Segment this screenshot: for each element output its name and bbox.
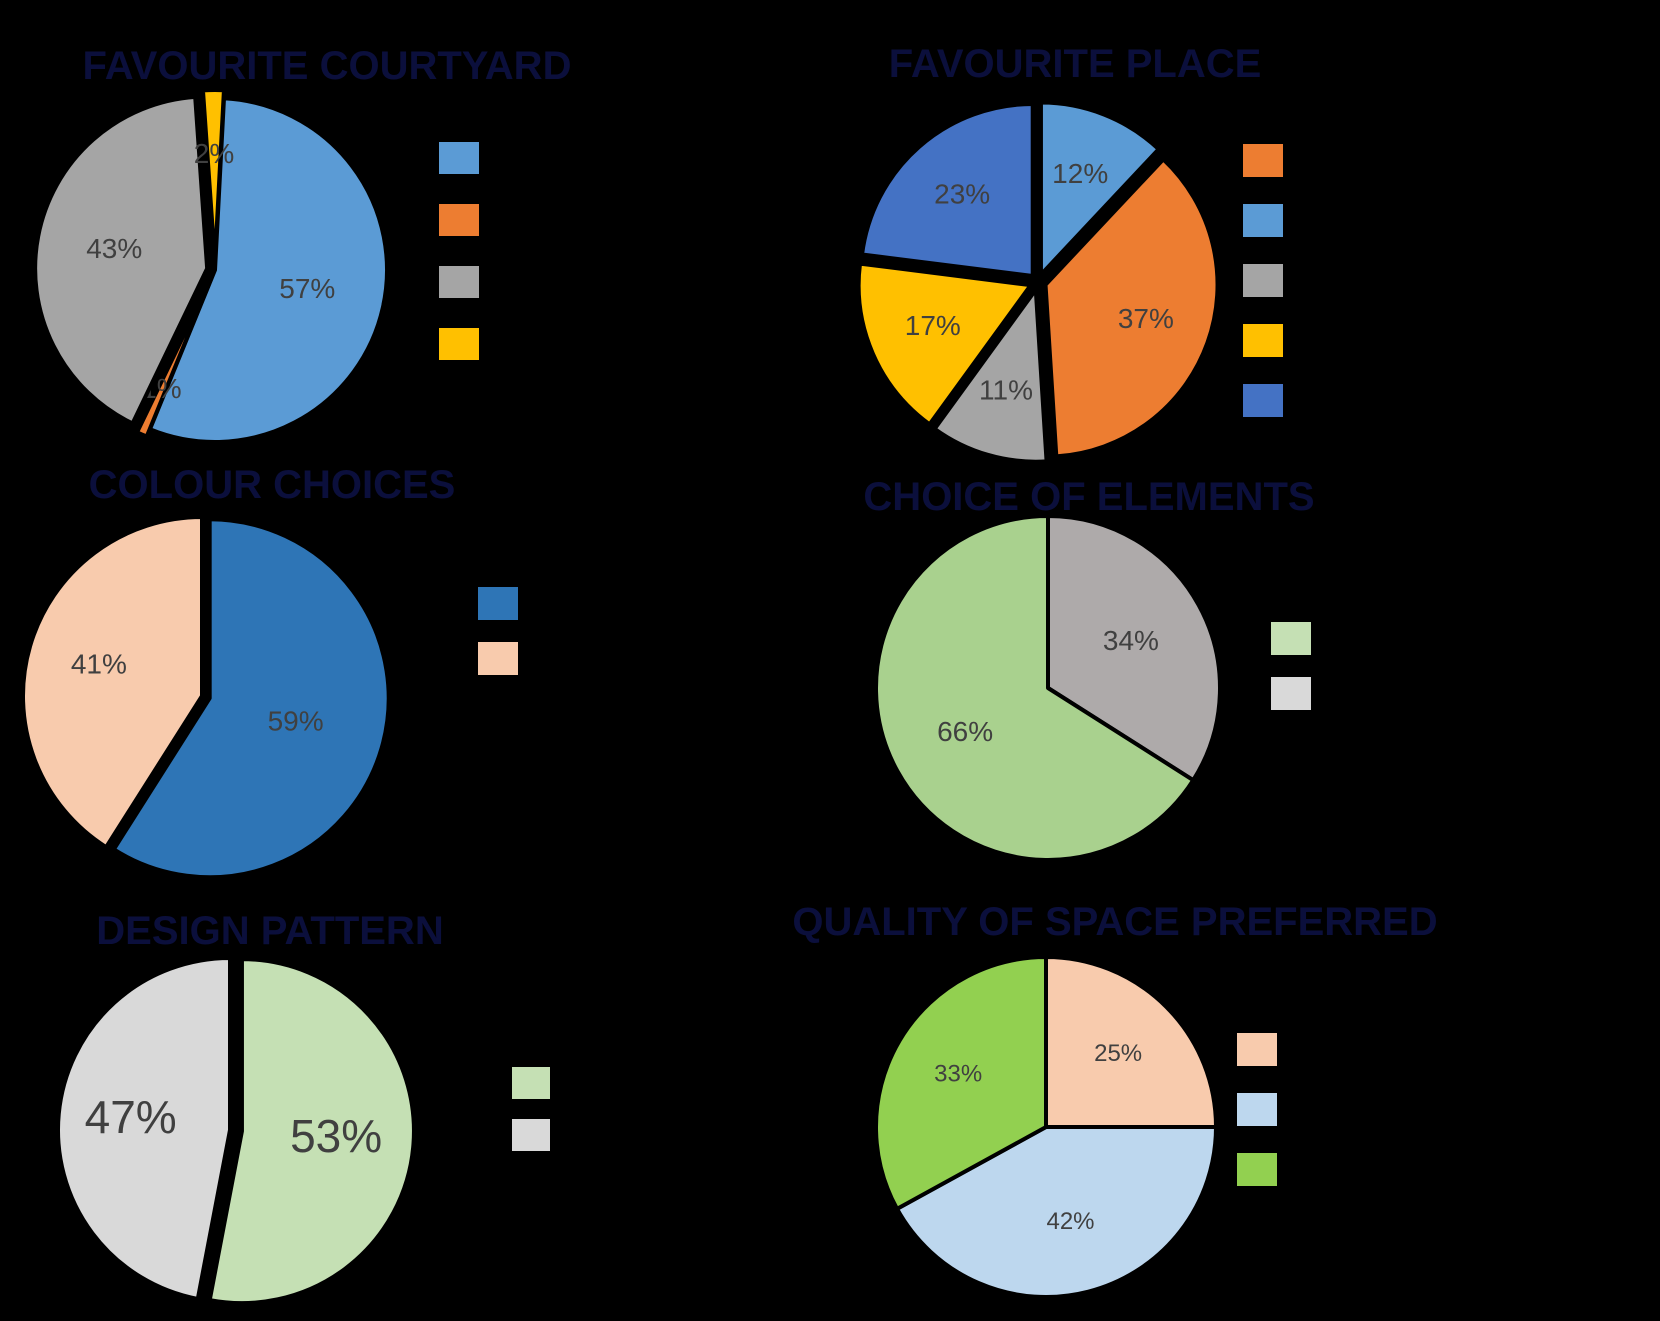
legend-swatch — [1237, 1093, 1277, 1126]
chart-title: CHOICE OF ELEMENTS — [863, 475, 1314, 519]
chart-title: COLOUR CHOICES — [89, 463, 456, 507]
design-pattern-chart: DESIGN PATTERN 53% 47% — [56, 909, 550, 1306]
chart-title: FAVOURITE PLACE — [889, 42, 1262, 86]
pie-slice — [932, 287, 1049, 464]
legend-swatch — [439, 204, 479, 236]
legend-swatch — [478, 587, 518, 620]
data-label: 34% — [1103, 625, 1159, 656]
legend-swatch — [478, 642, 518, 675]
pie-slice — [56, 956, 232, 1301]
data-label: 42% — [1046, 1208, 1094, 1235]
data-label: 23% — [934, 178, 990, 209]
chart-title: FAVOURITE COURTYARD — [83, 44, 572, 88]
legend-swatch — [1243, 144, 1283, 177]
pie-slice — [21, 515, 204, 850]
data-label: 59% — [268, 706, 324, 737]
pie-slice — [111, 517, 391, 880]
data-label: 57% — [279, 273, 335, 304]
pie-slice — [1044, 955, 1218, 1129]
data-label: 12% — [1052, 158, 1108, 189]
pie-slice — [200, 88, 226, 264]
legend-swatch — [1243, 384, 1283, 417]
choice-of-elements-chart: CHOICE OF ELEMENTS 34% 66% — [863, 475, 1315, 862]
legend-swatch — [1243, 204, 1283, 237]
data-label: 25% — [1094, 1040, 1142, 1067]
legend-swatch — [1243, 264, 1283, 297]
pie-slice — [895, 1125, 1218, 1300]
pie-slice — [856, 261, 1033, 427]
legend-swatch — [512, 1067, 550, 1099]
data-label: 17% — [905, 310, 961, 341]
legend-swatch — [1237, 1153, 1277, 1186]
data-label: 43% — [86, 233, 142, 264]
data-label: 66% — [937, 716, 993, 747]
pie-slice — [873, 514, 1196, 862]
legend-swatch — [439, 142, 479, 174]
data-label: 37% — [1118, 303, 1174, 334]
colour-choices-chart: COLOUR CHOICES 59% 41% — [21, 463, 518, 880]
data-label: 41% — [71, 648, 127, 679]
legend-swatch — [439, 266, 479, 298]
legend-swatch — [439, 328, 479, 360]
pie-slice — [135, 275, 214, 439]
data-label: 11% — [979, 374, 1033, 405]
legend-swatch — [1237, 1033, 1277, 1066]
chart-title: DESIGN PATTERN — [96, 909, 443, 953]
data-label: 47% — [85, 1091, 177, 1143]
legend-swatch — [512, 1119, 550, 1151]
legend-swatch — [1243, 324, 1283, 357]
data-label: 2% — [194, 138, 234, 169]
pie-slice — [207, 957, 416, 1306]
legend-swatch — [1271, 677, 1311, 710]
chart-title: QUALITY OF SPACE PREFERRED — [792, 900, 1437, 944]
pie-slice — [874, 955, 1048, 1211]
pie-slice — [860, 101, 1035, 278]
pie-slice — [1038, 100, 1161, 277]
data-label: 33% — [934, 1060, 982, 1087]
data-label: 53% — [290, 1110, 382, 1162]
pie-slice — [1043, 157, 1220, 459]
favourite-place-chart: FAVOURITE PLACE 12% 37% 11% 17% 23% — [856, 42, 1283, 464]
pie-slice — [33, 94, 210, 426]
pie-slice — [147, 96, 390, 444]
legend-swatch — [1271, 622, 1311, 655]
quality-of-space-preferred-chart: QUALITY OF SPACE PREFERRED 25% 42% 33% — [792, 900, 1438, 1300]
